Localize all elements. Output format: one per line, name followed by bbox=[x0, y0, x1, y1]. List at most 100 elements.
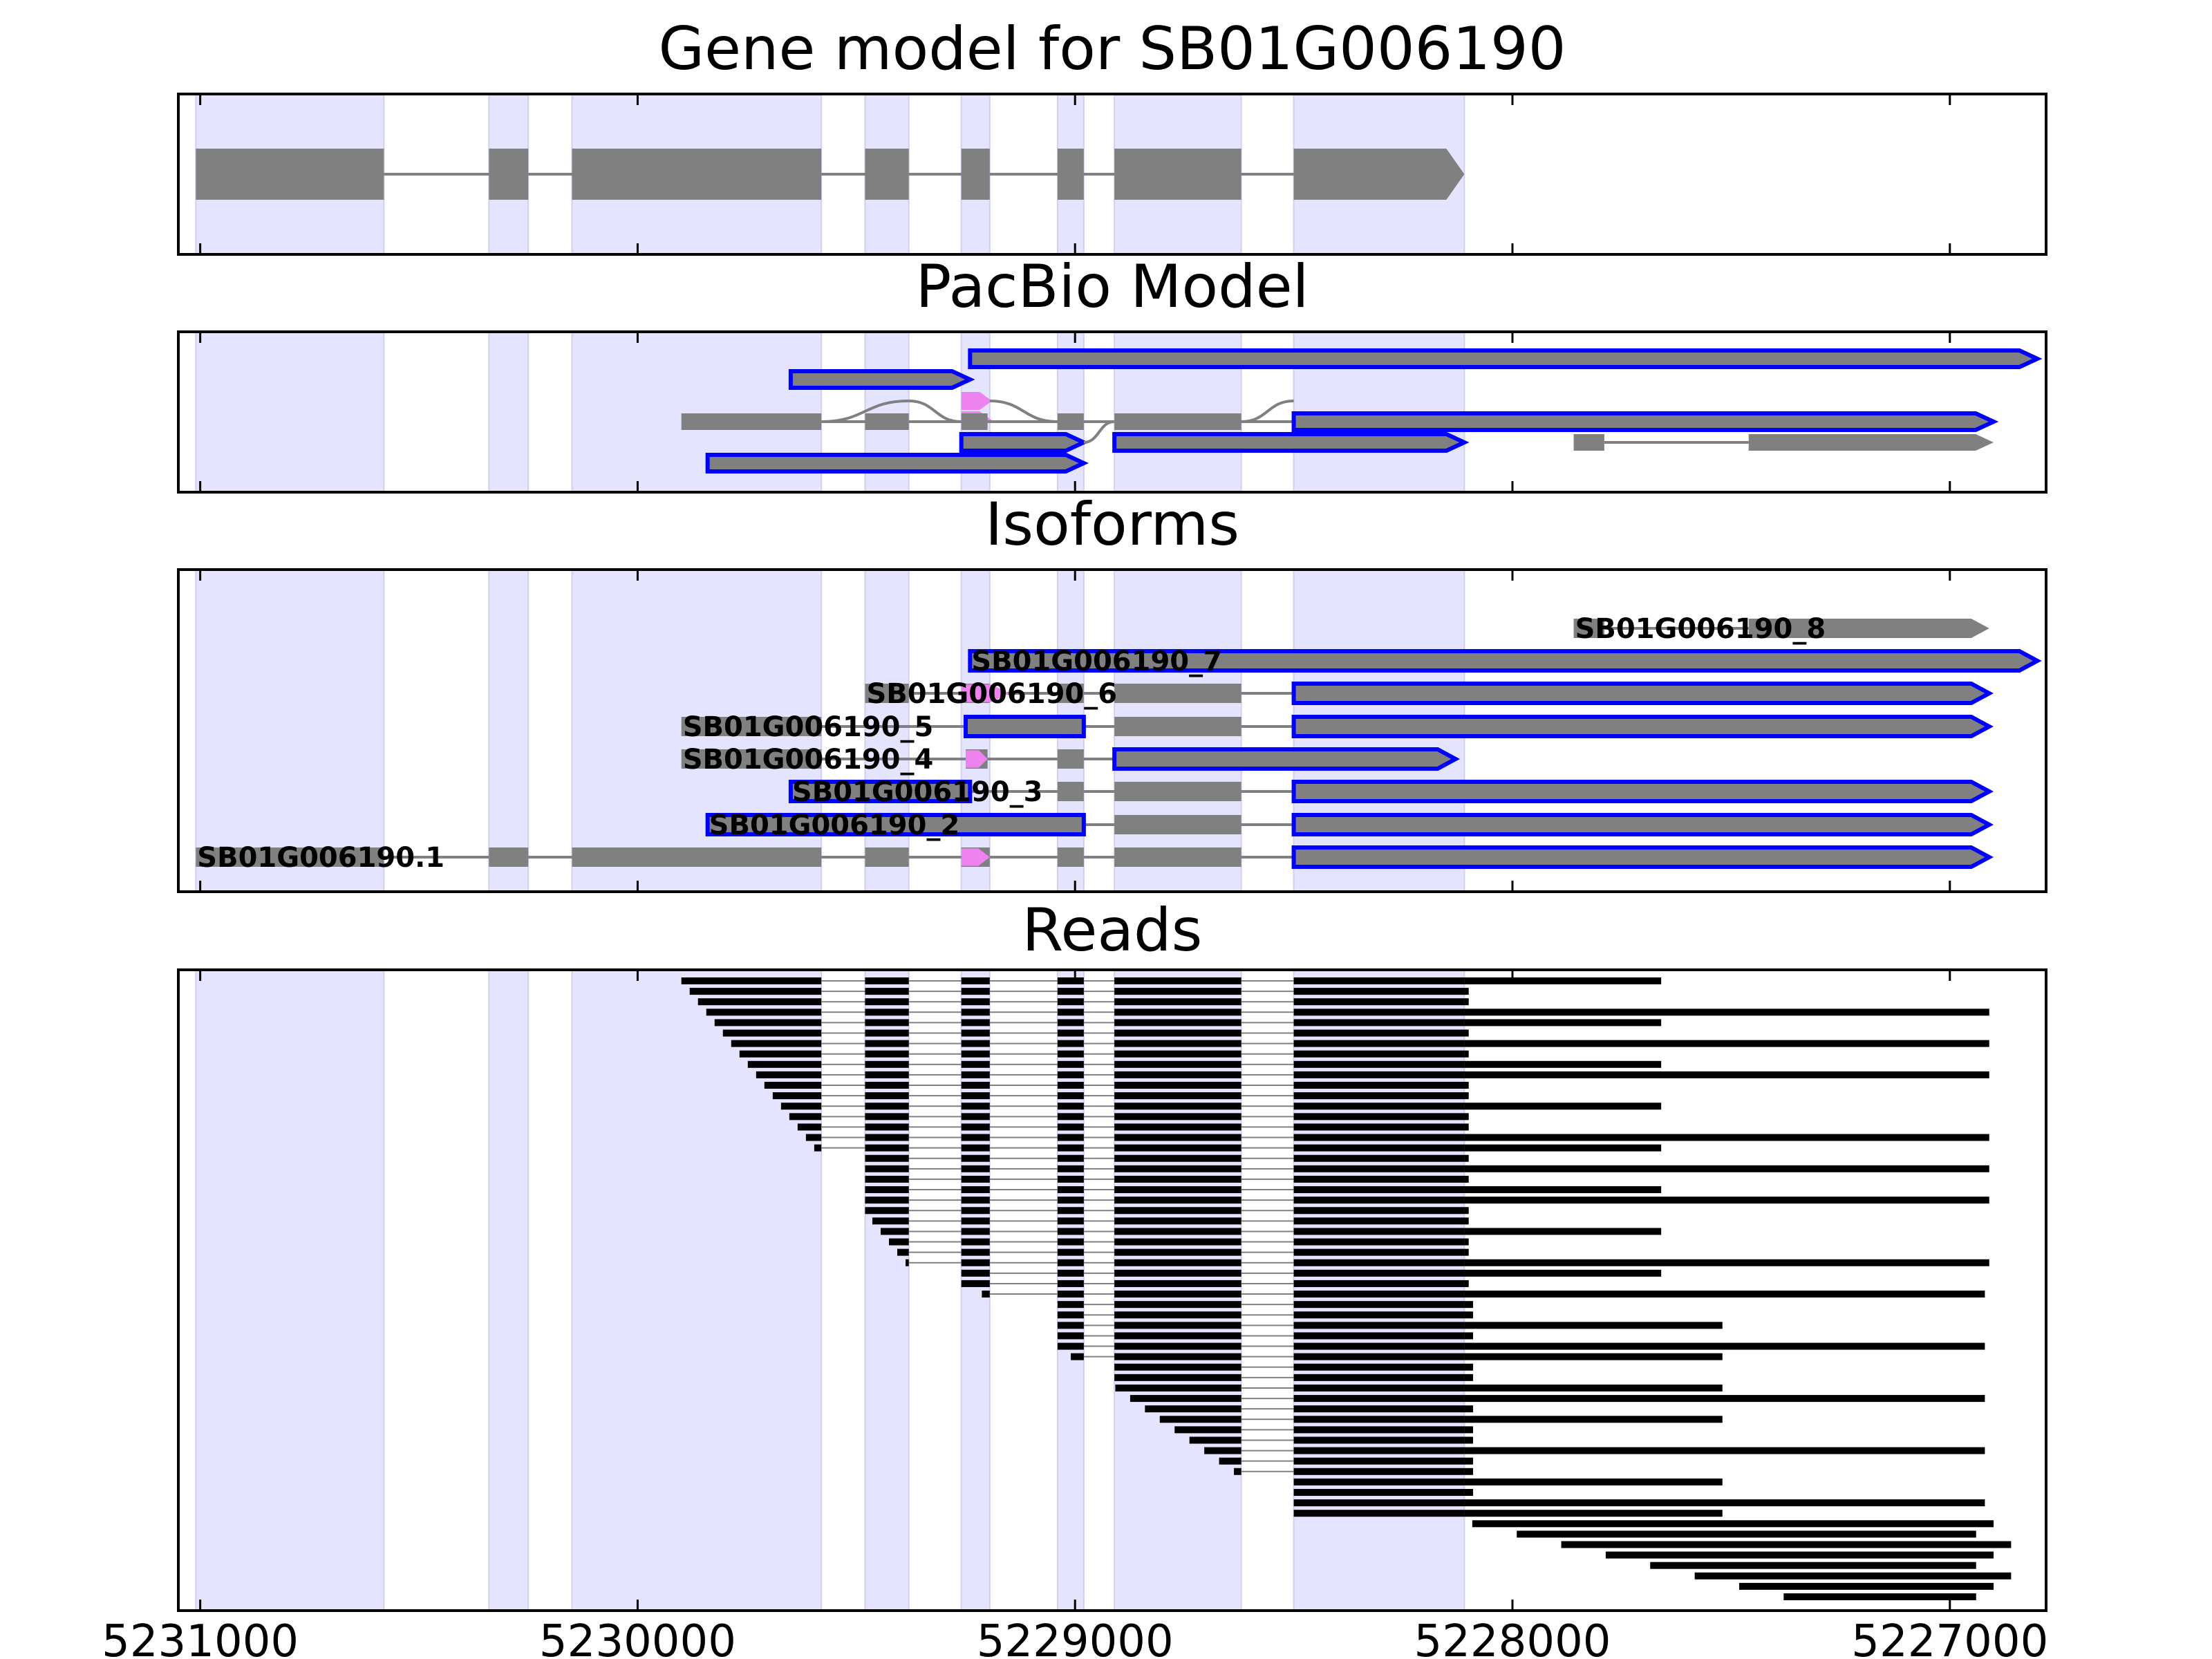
isoform-label-4: SB01G006190_4 bbox=[683, 744, 934, 776]
read-segment-4-0 bbox=[714, 1019, 822, 1027]
read-segment-15-0 bbox=[805, 1134, 822, 1141]
panel-title-0: Gene model for SB01G006190 bbox=[659, 15, 1566, 84]
read-segment-7-2 bbox=[961, 1050, 990, 1058]
read-segment-51-0 bbox=[1293, 1510, 1465, 1517]
isoform-label-1: SB01G006190_7 bbox=[971, 646, 1222, 677]
read-segment-54-0 bbox=[1561, 1541, 2012, 1548]
read-segment-5-5 bbox=[1293, 1029, 1465, 1037]
read-segment-34-1 bbox=[1114, 1332, 1241, 1340]
panel-frame-0 bbox=[177, 93, 2047, 256]
read-segment-9-1 bbox=[865, 1071, 909, 1078]
read-segment-9-5 bbox=[1293, 1071, 1465, 1078]
read-segment-1-2 bbox=[961, 988, 990, 995]
read-segment-47-0 bbox=[1234, 1468, 1241, 1475]
read-segment-17-4 bbox=[1293, 1154, 1465, 1162]
read-segment-21-4 bbox=[1293, 1197, 1465, 1204]
read-segment-9-2 bbox=[961, 1071, 990, 1078]
shaded-region-2-3 bbox=[864, 569, 910, 892]
isoform-exon-0-1 bbox=[1748, 619, 1989, 638]
read-segment-20-3 bbox=[1114, 1186, 1241, 1194]
isoform-exon-4-2 bbox=[1057, 749, 1084, 769]
read-segment-26-0 bbox=[897, 1248, 909, 1256]
read-segment-40-0 bbox=[1130, 1395, 1241, 1403]
read-segment-13-1 bbox=[865, 1113, 909, 1121]
isoform-alt-exon-4 bbox=[966, 750, 988, 768]
read-segment-16-1 bbox=[865, 1144, 909, 1152]
read-segment-16-2 bbox=[961, 1144, 990, 1152]
read-segment-12-0 bbox=[780, 1103, 822, 1110]
read-segment-6-2 bbox=[961, 1040, 990, 1047]
panel-title-1: PacBio Model bbox=[915, 252, 1309, 321]
read-segment-0-3 bbox=[1057, 977, 1084, 984]
read-segment-27-3 bbox=[1114, 1259, 1241, 1266]
read-segment-15-1 bbox=[865, 1134, 909, 1141]
read-segment-3-1 bbox=[865, 1009, 909, 1016]
isoform-exon-5-2 bbox=[1114, 782, 1241, 801]
pacbio-exon-3-0 bbox=[681, 413, 822, 430]
read-segment-13-3 bbox=[1057, 1113, 1084, 1121]
read-segment-26-2 bbox=[1057, 1248, 1084, 1256]
pacbio-exon-3-1 bbox=[865, 413, 909, 430]
read-segment-32-1 bbox=[1114, 1311, 1241, 1319]
read-segment-29-0 bbox=[961, 1280, 990, 1287]
read-segment-41-2 bbox=[1464, 1405, 1474, 1413]
read-segment-44-1 bbox=[1293, 1436, 1465, 1444]
read-segment-9-6 bbox=[1464, 1071, 1989, 1078]
read-segment-16-0 bbox=[814, 1144, 822, 1152]
read-segment-48-1 bbox=[1464, 1478, 1723, 1485]
read-segment-24-2 bbox=[1057, 1228, 1084, 1235]
read-segment-15-3 bbox=[1057, 1134, 1084, 1141]
read-segment-30-3 bbox=[1293, 1291, 1465, 1298]
read-segment-20-2 bbox=[1057, 1186, 1084, 1194]
read-segment-0-0 bbox=[681, 977, 822, 984]
isoform-exon-6-0 bbox=[705, 813, 1086, 836]
read-segment-47-1 bbox=[1293, 1468, 1465, 1475]
read-segment-7-1 bbox=[865, 1050, 909, 1058]
read-segment-23-3 bbox=[1114, 1217, 1241, 1225]
isoform-exon-7-6 bbox=[1114, 847, 1241, 867]
isoform-label-0: SB01G006190_8 bbox=[1575, 613, 1826, 645]
read-segment-23-4 bbox=[1293, 1217, 1465, 1225]
pacbio-exon-8-0 bbox=[705, 453, 1089, 474]
read-segment-49-1 bbox=[1464, 1488, 1474, 1496]
read-segment-5-2 bbox=[961, 1029, 990, 1037]
gene-model-exon-0-0 bbox=[196, 149, 384, 200]
read-segment-19-2 bbox=[1057, 1175, 1084, 1183]
read-segment-12-4 bbox=[1114, 1103, 1241, 1110]
panel-title-2: Isoforms bbox=[985, 490, 1239, 559]
read-segment-18-4 bbox=[1293, 1165, 1465, 1172]
read-segment-18-3 bbox=[1114, 1165, 1241, 1172]
read-segment-44-0 bbox=[1189, 1436, 1241, 1444]
read-segment-2-0 bbox=[697, 998, 822, 1006]
read-segment-14-3 bbox=[1057, 1123, 1084, 1131]
read-segment-3-0 bbox=[706, 1009, 822, 1016]
read-segment-43-2 bbox=[1464, 1426, 1474, 1434]
pacbio-exon-7-1 bbox=[1748, 434, 1994, 451]
read-segment-39-0 bbox=[1115, 1384, 1241, 1391]
gene-model-exon-0-6 bbox=[1114, 149, 1241, 200]
read-segment-40-2 bbox=[1464, 1395, 1985, 1403]
isoform-exon-3-2 bbox=[1114, 717, 1241, 736]
read-segment-12-5 bbox=[1293, 1103, 1465, 1110]
panel-text: SB01G006190_8SB01G006190_7SB01G006190_6S… bbox=[102, 15, 2048, 1659]
isoform-exon-3-1 bbox=[964, 715, 1086, 738]
read-segment-27-1 bbox=[961, 1259, 990, 1266]
read-segment-27-2 bbox=[1057, 1259, 1084, 1266]
read-segment-5-6 bbox=[1464, 1029, 1469, 1037]
panel-frames bbox=[177, 93, 2047, 1612]
read-segment-45-2 bbox=[1464, 1447, 1985, 1454]
read-segment-48-0 bbox=[1293, 1478, 1465, 1485]
read-segment-15-6 bbox=[1464, 1134, 1989, 1141]
read-segment-17-5 bbox=[1464, 1154, 1469, 1162]
pacbio-exon-5-0 bbox=[959, 432, 1089, 453]
pacbio-exon-7-0 bbox=[1573, 434, 1604, 451]
read-segment-56-0 bbox=[1650, 1562, 1976, 1569]
read-segment-34-3 bbox=[1464, 1332, 1474, 1340]
isoform-exon-2-2 bbox=[1057, 684, 1084, 703]
read-segment-10-5 bbox=[1293, 1082, 1465, 1089]
gene-model-exon-0-2 bbox=[572, 149, 822, 200]
shaded-region-2-1 bbox=[488, 569, 529, 892]
read-segment-36-3 bbox=[1464, 1353, 1723, 1360]
read-segment-11-1 bbox=[865, 1092, 909, 1100]
read-segment-6-4 bbox=[1114, 1040, 1241, 1047]
